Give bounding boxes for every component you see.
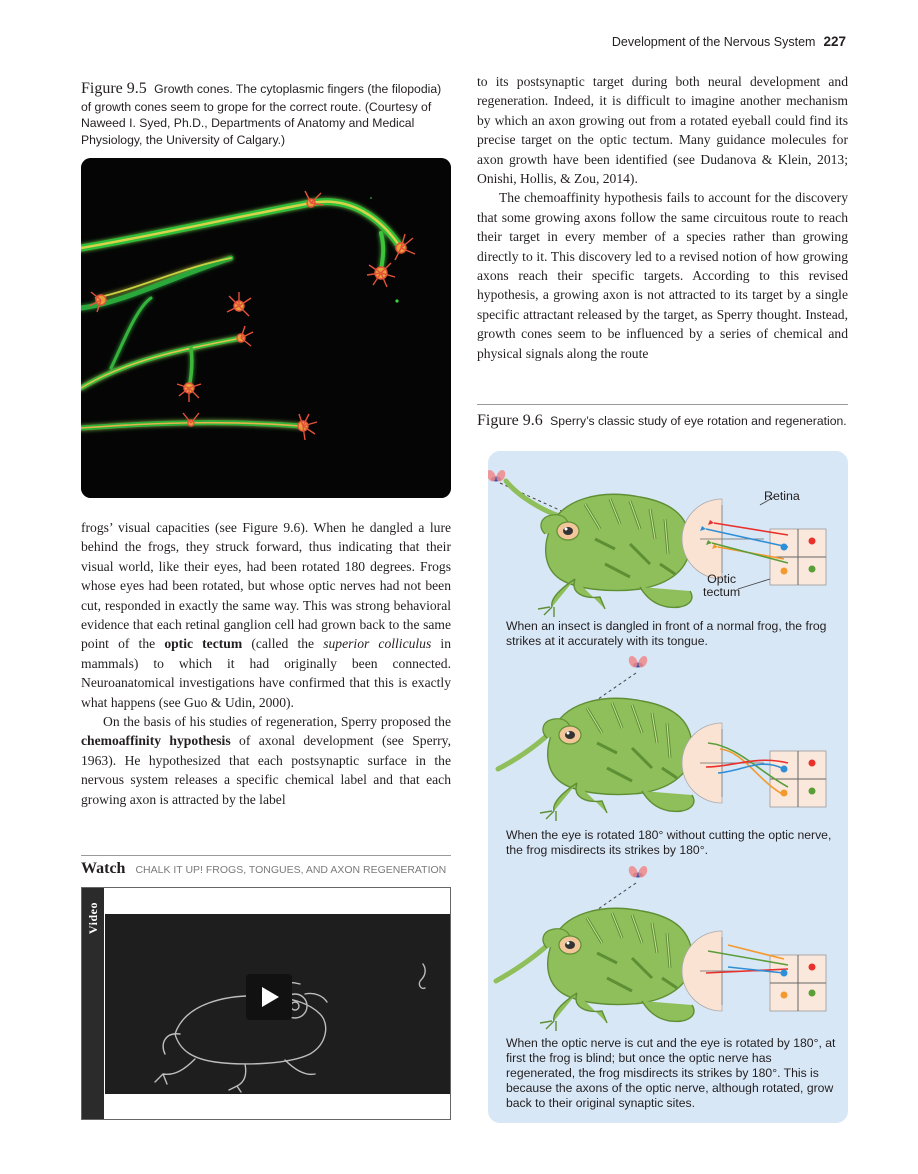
page-number: 227 — [823, 34, 846, 49]
growth-cones-image — [81, 158, 451, 498]
watch-label: Watch — [81, 860, 126, 877]
video-player[interactable]: Video — [81, 887, 451, 1120]
panel-1-caption: When an insect is dangled in front of a … — [506, 619, 827, 648]
left-body-text: frogs’ visual capacities (see Figure 9.6… — [81, 518, 451, 809]
figure-9-6-caption: Figure 9.6 Sperry’s classic study of eye… — [477, 410, 848, 431]
key-term: optic tectum — [164, 636, 243, 652]
text-run: (called the — [242, 636, 324, 652]
text-run: of axonal development (see Sperry, 1963)… — [81, 733, 451, 807]
retina-label: Retina — [764, 489, 800, 503]
text-run: in mammals) to which it had originally b… — [81, 636, 451, 710]
label-line: tectum — [703, 585, 741, 600]
figure-caption-text: Sperry’s classic study of eye rotation a… — [550, 414, 847, 428]
video-tab: Video — [82, 888, 104, 1119]
chalk-frog-drawing — [154, 963, 426, 1093]
panel-2-diagram — [495, 654, 827, 823]
right-body-text: to its postsynaptic target during both n… — [477, 72, 848, 363]
panel-3-caption: When the optic nerve is cut and the eye … — [506, 1036, 836, 1110]
play-button[interactable] — [246, 974, 292, 1020]
video-screen[interactable] — [105, 914, 450, 1094]
panel-3-diagram — [493, 864, 827, 1033]
section-divider — [81, 855, 451, 856]
text-run: On the basis of his studies of regenerat… — [103, 714, 451, 730]
figure-label: Figure 9.6 — [477, 412, 543, 429]
figure-caption-text: Growth cones. The cytoplasmic fingers (t… — [81, 82, 442, 147]
running-title: Development of the Nervous System — [611, 35, 816, 49]
text-run: frogs’ visual capacities (see Figure 9.6… — [81, 520, 451, 652]
watch-header: Watch CHALK IT UP! FROGS, TONGUES, AND AX… — [81, 860, 451, 878]
paragraph: On the basis of his studies of regenerat… — [81, 712, 451, 809]
video-tab-label: Video — [86, 902, 100, 935]
paragraph: to its postsynaptic target during both n… — [477, 74, 848, 187]
paragraph: The chemoaffinity hypothesis fails to ac… — [477, 190, 848, 361]
watch-title: CHALK IT UP! FROGS, TONGUES, AND AXON RE… — [135, 864, 447, 876]
section-divider — [477, 404, 848, 405]
sperry-figure-panel: Retina Optic tectum When an insect is da… — [488, 451, 848, 1123]
growth-cones-micrograph — [81, 158, 451, 498]
paragraph: frogs’ visual capacities (see Figure 9.6… — [81, 518, 451, 712]
optic-tectum-label: Optic tectum — [703, 572, 741, 600]
running-head: Development of the Nervous System 227 — [612, 34, 846, 49]
figure-label: Figure 9.5 — [81, 80, 147, 97]
figure-9-5-caption: Figure 9.5 Growth cones. The cytoplasmic… — [81, 78, 451, 148]
label-line: Optic — [707, 572, 737, 586]
key-term: chemoaffinity hypothesis — [81, 733, 231, 749]
sperry-diagram — [488, 468, 827, 1033]
panel-1-diagram — [488, 468, 827, 619]
italic-term: superior colliculus — [323, 636, 432, 652]
panel-2-caption: When the eye is rotated 180° without cut… — [506, 828, 832, 857]
